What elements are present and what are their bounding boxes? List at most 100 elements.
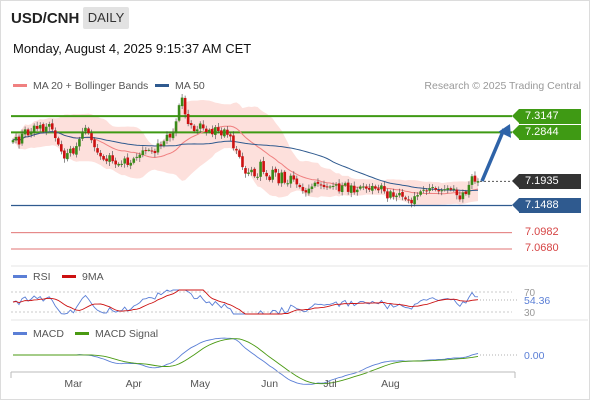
candle-body bbox=[72, 148, 75, 154]
candle-body bbox=[319, 184, 323, 186]
candle-body bbox=[334, 184, 338, 186]
candle-body bbox=[295, 178, 299, 185]
candle-body bbox=[262, 161, 265, 172]
rsi-value: 54.36 bbox=[524, 295, 550, 307]
candle-body bbox=[377, 188, 380, 191]
candle-body bbox=[156, 143, 160, 153]
candle-body bbox=[141, 150, 145, 156]
candle-body bbox=[364, 186, 368, 189]
rsi-70-label: 70 bbox=[524, 288, 536, 299]
legend-macd: MACD bbox=[13, 328, 64, 340]
candle-body bbox=[413, 196, 416, 205]
candle-body bbox=[449, 188, 453, 190]
candle-body bbox=[111, 155, 114, 162]
candle-body bbox=[20, 133, 24, 144]
candle-body bbox=[301, 187, 305, 191]
candle-body bbox=[87, 128, 90, 134]
candle-body bbox=[198, 123, 202, 129]
candle-body bbox=[458, 195, 462, 200]
candle-body bbox=[461, 192, 465, 200]
candle-body bbox=[437, 190, 441, 192]
candle-body bbox=[26, 129, 30, 136]
candle-body bbox=[374, 186, 377, 189]
level-label-7.2844: 7.2844 bbox=[512, 124, 581, 140]
candle-body bbox=[159, 144, 163, 146]
candle-body bbox=[389, 191, 392, 198]
candle-body bbox=[11, 140, 15, 143]
candle-body bbox=[44, 126, 48, 133]
candle-body bbox=[265, 172, 268, 177]
candle-body bbox=[241, 156, 244, 168]
candle-body bbox=[322, 184, 326, 188]
timeframe-badge[interactable]: DAILY bbox=[83, 7, 129, 29]
ma50-swatch bbox=[155, 83, 169, 87]
candle-body bbox=[253, 168, 256, 177]
level-label-7.1488: 7.1488 bbox=[512, 197, 581, 213]
candle-body bbox=[114, 160, 117, 165]
ma20-swatch bbox=[13, 83, 27, 87]
candle-body bbox=[467, 184, 471, 195]
candle-body bbox=[235, 148, 238, 151]
bollinger-band bbox=[13, 99, 478, 206]
candle-body bbox=[217, 127, 220, 132]
candle-body bbox=[75, 146, 78, 155]
candle-body bbox=[283, 171, 287, 183]
candle-body bbox=[123, 158, 127, 164]
candle-body bbox=[214, 127, 217, 135]
candle-body bbox=[452, 188, 456, 190]
candle-body bbox=[352, 185, 356, 193]
candle-body bbox=[446, 188, 450, 190]
candle-body bbox=[56, 138, 60, 145]
candle-body bbox=[476, 181, 480, 183]
x-tick-May: May bbox=[190, 378, 211, 390]
label-pointer bbox=[512, 124, 519, 139]
candle-body bbox=[470, 176, 474, 185]
rsi-ma-label: 9MA bbox=[82, 271, 104, 283]
level-label-7.0680: 7.0680 bbox=[525, 242, 559, 255]
candle-body bbox=[78, 139, 81, 147]
candle-body bbox=[60, 144, 63, 152]
candle-body bbox=[298, 184, 302, 188]
candle-body bbox=[386, 191, 389, 199]
candle-body bbox=[38, 125, 42, 129]
ma20-label: MA 20 + Bollinger Bands bbox=[33, 80, 149, 92]
macd-signal-line bbox=[13, 338, 479, 385]
candle-body bbox=[129, 162, 133, 166]
x-tick-Mar: Mar bbox=[64, 378, 83, 390]
candle-body bbox=[47, 124, 51, 127]
candle-body bbox=[419, 191, 422, 195]
candle-body bbox=[271, 169, 274, 180]
candle-body bbox=[180, 97, 184, 107]
candle-body bbox=[247, 172, 250, 174]
candle-body bbox=[349, 185, 353, 193]
candle-body bbox=[165, 134, 169, 141]
candle-body bbox=[63, 150, 66, 159]
x-tick-Jul: Jul bbox=[323, 378, 336, 390]
rsi-ma-swatch bbox=[62, 274, 76, 278]
candle-body bbox=[99, 152, 102, 157]
candle-body bbox=[392, 192, 395, 197]
candle-body bbox=[201, 124, 205, 129]
legend-rsi: RSI bbox=[13, 271, 51, 283]
candle-body bbox=[337, 183, 341, 192]
candle-body bbox=[168, 133, 172, 138]
legend-ma50: MA 50 bbox=[155, 80, 205, 92]
label-pointer bbox=[512, 108, 519, 123]
candle-body bbox=[69, 148, 72, 154]
candle-body bbox=[192, 125, 196, 132]
candle-body bbox=[220, 130, 223, 136]
candle-body bbox=[280, 172, 284, 184]
candle-body bbox=[117, 163, 120, 166]
candle-body bbox=[371, 185, 374, 191]
candle-body bbox=[232, 135, 235, 149]
candle-body bbox=[35, 125, 39, 129]
candle-body bbox=[23, 129, 27, 135]
candle-body bbox=[195, 129, 199, 132]
candle-body bbox=[259, 161, 262, 177]
candle-body bbox=[210, 128, 214, 135]
candle-body bbox=[204, 128, 208, 133]
candle-body bbox=[277, 173, 281, 184]
candle-body bbox=[90, 133, 93, 141]
candle-body bbox=[395, 195, 398, 198]
